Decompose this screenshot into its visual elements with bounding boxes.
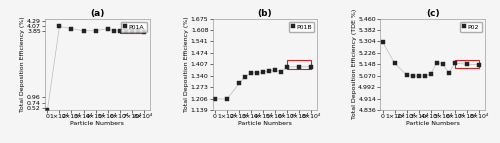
Legend: P02: P02 <box>460 22 482 32</box>
Legend: P01B: P01B <box>288 22 314 32</box>
Y-axis label: Total Deposition Efficiency (%): Total Deposition Efficiency (%) <box>20 17 25 112</box>
Title: (b): (b) <box>258 9 272 18</box>
X-axis label: Particle Numbers: Particle Numbers <box>70 121 124 126</box>
Y-axis label: Total Deposition Efficiency (%): Total Deposition Efficiency (%) <box>184 17 189 112</box>
Bar <box>120 29 144 33</box>
Y-axis label: Total Deposition Efficiency (TDE %): Total Deposition Efficiency (TDE %) <box>352 9 356 119</box>
X-axis label: Particle Numbers: Particle Numbers <box>238 121 292 126</box>
X-axis label: Particle Numbers: Particle Numbers <box>406 121 460 126</box>
Legend: P01A: P01A <box>121 22 146 32</box>
Title: (c): (c) <box>426 9 440 18</box>
Title: (a): (a) <box>90 9 104 18</box>
Bar <box>455 60 479 68</box>
Bar <box>288 60 312 69</box>
